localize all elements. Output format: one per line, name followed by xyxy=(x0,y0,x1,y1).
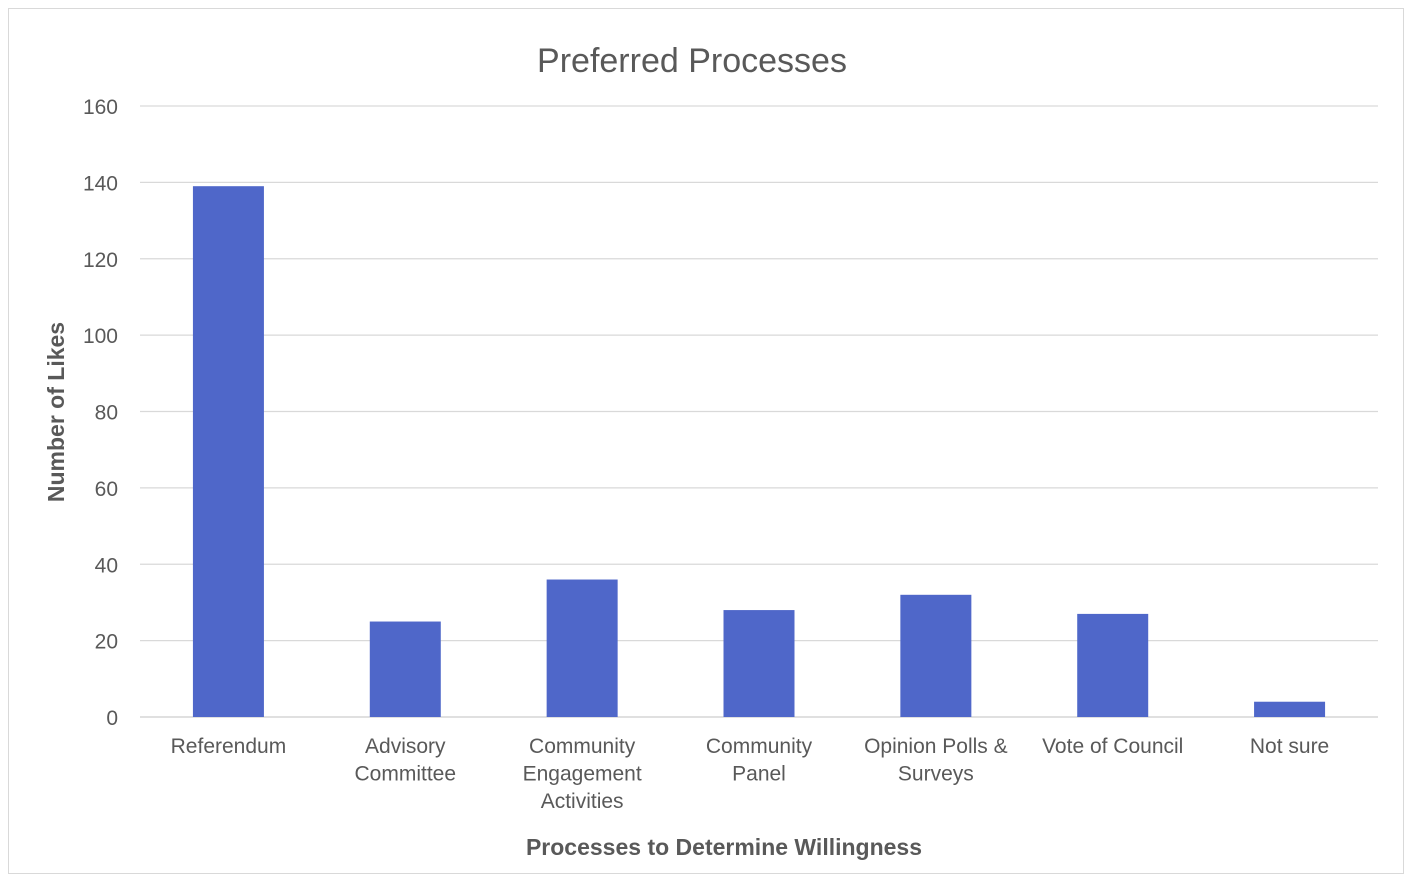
x-tick-label: Advisory Committee xyxy=(355,735,457,786)
x-tick-label: Community Engagement Activities xyxy=(523,735,642,813)
y-tick-label: 80 xyxy=(95,402,118,425)
x-tick-label: Opinion Polls & Surveys xyxy=(864,735,1008,786)
y-tick-label: 160 xyxy=(83,96,118,119)
y-tick-label: 120 xyxy=(83,249,118,272)
y-tick-label: 40 xyxy=(95,554,118,577)
y-tick-label: 20 xyxy=(95,631,118,654)
chart-title: Preferred Processes xyxy=(537,42,847,80)
bar xyxy=(546,579,618,717)
x-axis-ticks: Referendum Advisory Committee Community Enga… xyxy=(171,735,1330,813)
x-tick-label: Community Panel xyxy=(706,735,813,786)
bar xyxy=(1077,613,1149,717)
x-tick-label: Referendum xyxy=(171,735,287,758)
y-tick-label: 140 xyxy=(83,172,118,195)
x-tick-label: Not sure xyxy=(1250,735,1329,758)
x-tick-label: Vote of Council xyxy=(1042,735,1183,758)
bar xyxy=(900,594,972,717)
y-tick-label: 0 xyxy=(106,707,118,730)
y-axis-ticks: 0 20 40 60 80 100 120 140 160 xyxy=(83,96,118,730)
y-tick-label: 100 xyxy=(83,325,118,348)
bar xyxy=(723,610,795,717)
bar xyxy=(192,186,264,718)
bar xyxy=(369,621,441,717)
bar xyxy=(1254,701,1326,717)
bars xyxy=(192,186,1326,718)
x-axis-title: Processes to Determine Willingness xyxy=(526,834,922,860)
y-axis-title: Number of Likes xyxy=(43,322,69,502)
y-tick-label: 60 xyxy=(95,478,118,501)
